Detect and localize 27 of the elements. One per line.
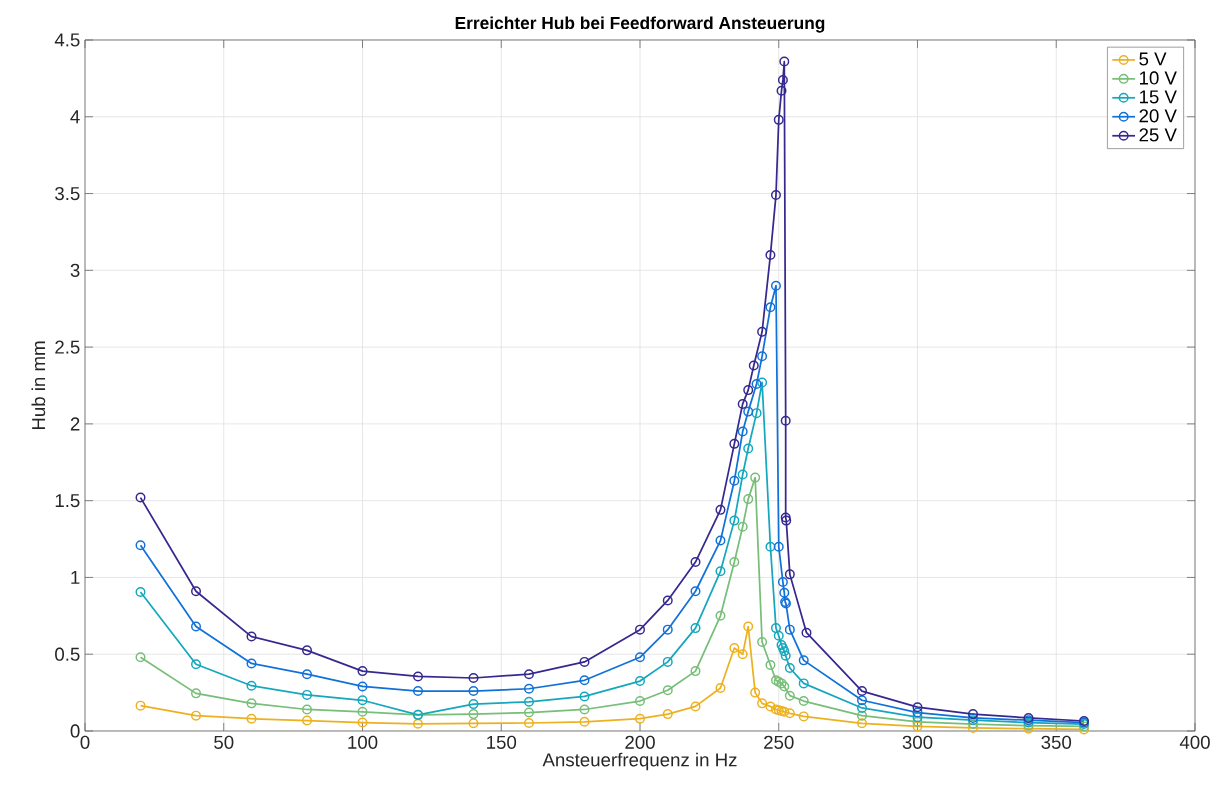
y-tick-label: 1.5 xyxy=(55,494,80,508)
y-tick-label: 2.5 xyxy=(55,340,80,354)
x-tick-label: 50 xyxy=(214,735,234,749)
y-tick-label: 3 xyxy=(70,263,80,277)
x-tick-label: 150 xyxy=(487,735,517,749)
y-tick-label: 1 xyxy=(71,571,80,584)
y-tick-label: 0.5 xyxy=(55,647,80,661)
legend-label: 20 V xyxy=(1139,109,1177,123)
chart-title: Erreichter Hub bei Feedforward Ansteuerung xyxy=(455,16,825,33)
x-tick-label: 100 xyxy=(348,735,378,749)
legend-label: 25 V xyxy=(1139,128,1177,142)
x-tick-label: 300 xyxy=(902,735,933,749)
legend-label: 10 V xyxy=(1139,71,1177,85)
y-tick-label: 2 xyxy=(70,417,80,431)
y-axis-title: Hub in mm xyxy=(31,341,46,430)
x-tick-label: 0 xyxy=(80,735,90,749)
x-tick-label: 250 xyxy=(764,735,794,749)
x-tick-label: 350 xyxy=(1041,735,1072,749)
y-tick-label: 3.5 xyxy=(55,186,80,201)
legend-label: 15 V xyxy=(1139,90,1177,104)
x-tick-label: 200 xyxy=(625,735,655,749)
x-axis-title: Ansteuerfrequenz in Hz xyxy=(542,752,737,771)
y-tick-label: 4 xyxy=(70,110,80,124)
legend-label: 5 V xyxy=(1139,52,1167,66)
x-tick-label: 400 xyxy=(1179,735,1210,749)
y-tick-label: 4.5 xyxy=(54,33,80,47)
y-tick-label: 0 xyxy=(70,724,80,738)
